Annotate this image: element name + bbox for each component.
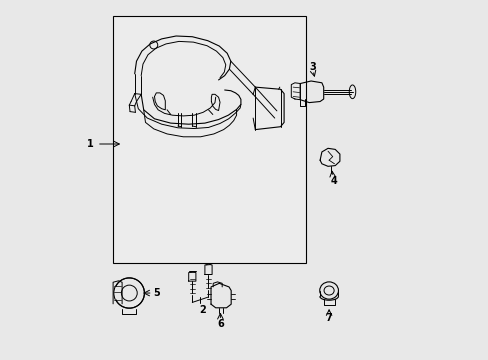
Bar (113, 16, 305, 263)
Text: 1: 1 (87, 139, 94, 149)
Text: 6: 6 (217, 319, 224, 329)
Text: 3: 3 (309, 62, 316, 72)
Text: 4: 4 (330, 176, 336, 186)
Text: 2: 2 (199, 305, 205, 315)
Text: 5: 5 (153, 288, 160, 298)
Text: 7: 7 (325, 313, 332, 323)
